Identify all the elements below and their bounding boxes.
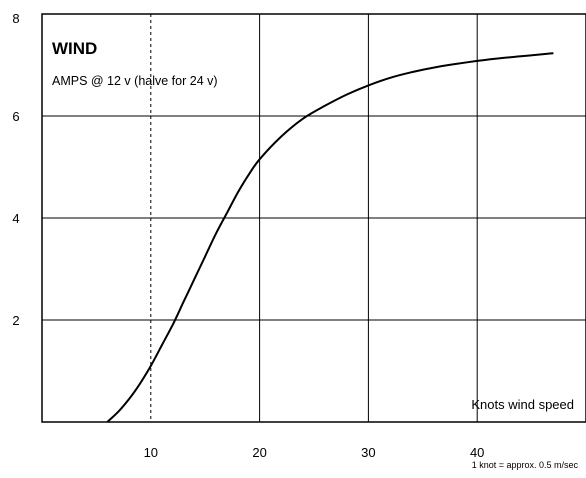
grid [42, 14, 586, 422]
chart-title: WIND [52, 39, 97, 58]
y-tick-label: 8 [12, 11, 19, 26]
x-tick-label: 10 [144, 445, 158, 460]
chart-subtitle: AMPS @ 12 v (halve for 24 v) [52, 74, 218, 88]
unit-note: 1 knot = approx. 0.5 m/sec [472, 460, 579, 470]
y-tick-label: 4 [12, 211, 19, 226]
x-axis-label: Knots wind speed [471, 397, 574, 412]
x-tick-label: 40 [470, 445, 484, 460]
y-tick-label: 2 [12, 313, 19, 328]
y-tick-label: 6 [12, 109, 19, 124]
x-tick-labels: 10 20 30 40 [144, 445, 485, 460]
x-tick-label: 30 [361, 445, 375, 460]
y-tick-labels: 2 4 6 8 [12, 11, 19, 328]
x-tick-label: 20 [252, 445, 266, 460]
series-line [106, 52, 554, 423]
plot-frame [41, 13, 586, 423]
